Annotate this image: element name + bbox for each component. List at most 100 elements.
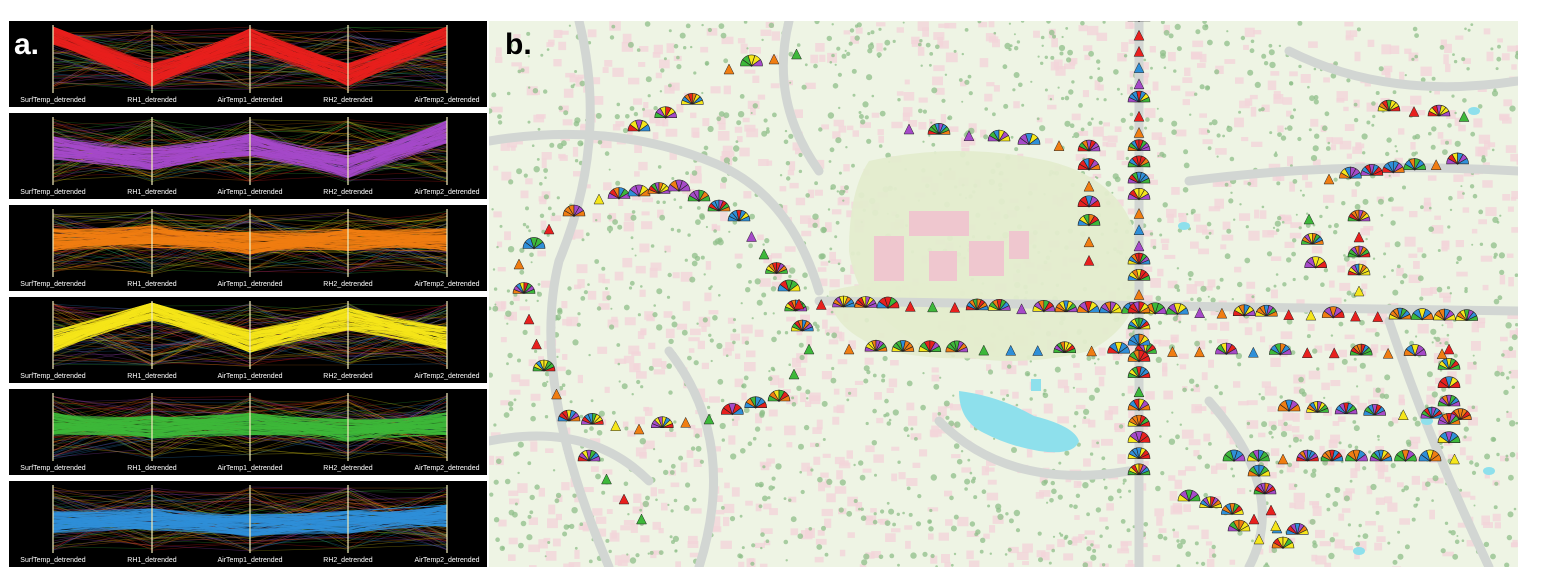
sensor-glyph xyxy=(1077,195,1101,208)
sensor-glyph xyxy=(1382,347,1394,359)
sensor-glyph xyxy=(768,53,780,65)
axis-label: RH2_detrended xyxy=(323,557,373,564)
pc-plot-row: SurfTemp_detrended RH1_detrended AirTemp1_… xyxy=(9,205,487,291)
sensor-glyph xyxy=(740,54,763,67)
sensor-glyph xyxy=(978,344,990,356)
axis-label: AirTemp2_detrended xyxy=(415,557,480,564)
axis-label: AirTemp1_detrended xyxy=(218,281,283,288)
sensor-glyph xyxy=(1347,263,1371,276)
sensor-glyph xyxy=(1032,344,1044,356)
sensor-glyph xyxy=(1232,304,1256,317)
sensor-glyph xyxy=(1133,126,1145,138)
sensor-glyph xyxy=(654,106,678,119)
sensor-glyph xyxy=(1227,519,1251,533)
sensor-glyph xyxy=(1133,224,1145,235)
sensor-glyph xyxy=(1017,133,1041,146)
sensor-glyph xyxy=(1099,301,1122,314)
sensor-glyph xyxy=(1277,399,1301,412)
sensor-glyph xyxy=(815,298,827,310)
sensor-glyph xyxy=(854,296,878,308)
sensor-glyph xyxy=(1381,161,1405,174)
axis-label: RH2_detrended xyxy=(323,189,373,196)
sensor-glyph xyxy=(1360,164,1384,176)
sensor-glyph xyxy=(1177,489,1201,502)
pond xyxy=(959,391,1079,453)
sensor-glyph xyxy=(618,493,630,505)
sensor-glyph xyxy=(650,416,674,429)
campus-building xyxy=(874,236,904,281)
sensor-glyph xyxy=(1306,401,1329,413)
sensor-glyph xyxy=(1349,343,1373,356)
axis-label: SurfTemp_detrended xyxy=(20,97,85,104)
sensor-glyph xyxy=(904,300,916,312)
axis-label: RH2_detrended xyxy=(323,465,373,472)
sensor-glyph xyxy=(513,258,525,270)
sensor-glyph xyxy=(1323,173,1335,185)
sensor-glyph xyxy=(1271,536,1295,550)
sensor-glyph xyxy=(1455,309,1479,321)
pc-plot-row: SurfTemp_detrended RH1_detrended AirTemp1_… xyxy=(9,21,487,107)
sensor-glyph xyxy=(1339,166,1362,180)
sensor-glyph xyxy=(593,193,605,205)
sensor-glyph xyxy=(1394,449,1417,462)
sensor-glyph xyxy=(1305,309,1317,321)
sensor-glyph xyxy=(1077,213,1101,227)
sensor-glyph xyxy=(1166,302,1189,316)
sensor-glyph xyxy=(667,179,691,192)
sensor-glyph xyxy=(1437,358,1461,370)
sensor-glyph xyxy=(707,199,731,212)
sensor-glyph xyxy=(1127,269,1151,281)
vegetation-layer xyxy=(489,21,1518,567)
sensor-glyph xyxy=(1127,349,1151,363)
sensor-glyph xyxy=(1255,304,1278,317)
sensor-glyph xyxy=(1077,158,1101,171)
sensor-glyph xyxy=(1222,449,1246,462)
sensor-glyph xyxy=(1107,341,1130,355)
sensor-glyph xyxy=(1133,240,1145,252)
sensor-glyph xyxy=(1127,90,1151,103)
axis-label: SurfTemp_detrended xyxy=(20,373,85,380)
sensor-glyph xyxy=(1347,209,1371,222)
sensor-glyph xyxy=(1418,449,1442,462)
sensor-glyph xyxy=(577,449,601,462)
sensor-glyph xyxy=(1347,245,1371,258)
axis-label: AirTemp2_detrended xyxy=(415,281,480,288)
sensor-glyph xyxy=(1268,343,1292,356)
campus-building xyxy=(1009,231,1029,259)
axis-label: RH1_detrended xyxy=(127,373,177,380)
sensor-glyph xyxy=(531,338,542,350)
sensor-glyph xyxy=(1377,99,1401,112)
sensor-glyph xyxy=(1433,308,1456,322)
sensor-glyph xyxy=(1127,155,1151,168)
campus-building xyxy=(909,211,969,236)
sensor-glyph xyxy=(1216,307,1228,319)
sensor-glyph xyxy=(680,92,704,105)
axis-label: RH1_detrended xyxy=(127,557,177,564)
axis-label: AirTemp1_detrended xyxy=(218,97,283,104)
sensor-glyph xyxy=(1133,45,1145,57)
sensor-glyph xyxy=(1133,386,1145,398)
sensor-glyph xyxy=(1350,310,1361,322)
sensor-glyph xyxy=(1301,347,1313,358)
panel-b-label: b. xyxy=(505,28,532,61)
sensor-glyph xyxy=(864,339,888,352)
axis-label: RH1_detrended xyxy=(127,189,177,196)
sensor-glyph xyxy=(1133,29,1145,41)
sensor-glyph xyxy=(1167,346,1178,357)
sensor-glyph xyxy=(1328,347,1340,359)
sensor-glyph xyxy=(744,396,768,409)
sensor-glyph xyxy=(1446,152,1469,165)
sensor-glyph xyxy=(1133,110,1145,122)
sensor-glyph xyxy=(1296,449,1319,462)
sensor-glyph xyxy=(1032,299,1056,313)
sensor-glyph xyxy=(1127,447,1151,459)
sensor-glyph xyxy=(1304,256,1328,269)
sensor-glyph xyxy=(1083,254,1095,266)
axis-label: AirTemp1_detrended xyxy=(218,557,283,564)
sensor-glyph xyxy=(1083,180,1095,192)
sensor-glyph xyxy=(1430,159,1442,170)
sensor-glyph xyxy=(727,209,751,222)
sensor-glyph xyxy=(1053,140,1065,151)
sensor-glyph xyxy=(758,248,770,260)
sensor-glyph xyxy=(1265,504,1277,516)
